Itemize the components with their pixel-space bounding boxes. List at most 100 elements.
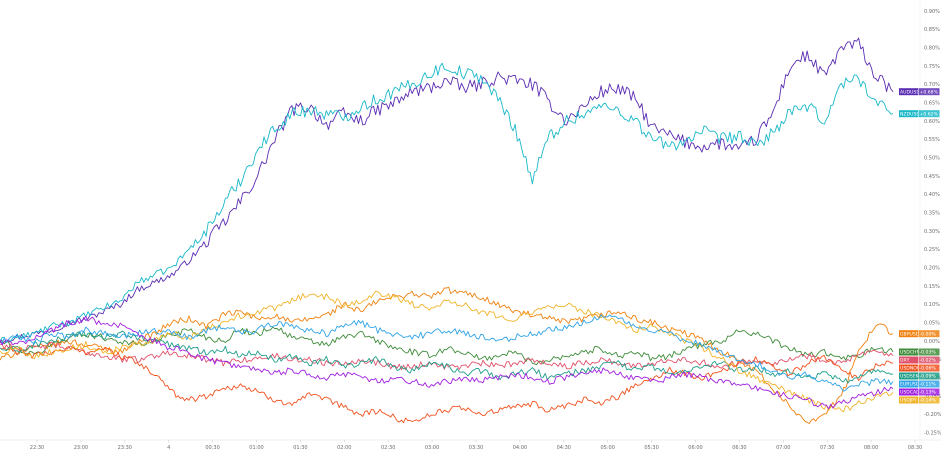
x-tick-label: 00:30 [205, 445, 219, 451]
badge-value: +0.62% [920, 111, 939, 117]
x-tick-label: 05:30 [644, 445, 658, 451]
badge-name-box [899, 372, 918, 380]
y-tick-label: 0.80% [924, 46, 940, 52]
badge-name-box [899, 348, 918, 356]
x-tick-label: 23:30 [118, 445, 132, 451]
x-tick-label: 04:00 [513, 445, 527, 451]
badge-gbpusd: GBPUSD -0.00% [899, 330, 940, 337]
x-tick-label: 06:30 [732, 445, 746, 451]
y-tick-label: 0.10% [924, 302, 940, 308]
badge-name-box [899, 330, 918, 338]
badge-usdjpy: USDJPY -0.14% [899, 396, 940, 404]
y-tick-label: 0.20% [924, 266, 940, 272]
series-line-eurusd [0, 314, 894, 392]
series-line-dxy [0, 341, 894, 371]
x-tick-label: 01:00 [249, 445, 263, 451]
y-tick-label: 0.55% [924, 137, 940, 143]
x-tick-label: 02:00 [337, 445, 351, 451]
badge-value: -0.06% [920, 366, 937, 372]
badge-name: DXY [900, 358, 910, 364]
badge-value-box [918, 380, 940, 388]
x-tick-label: 05:00 [600, 445, 614, 451]
series-badges: AUDUSD +0.68% NZDUSD +0.62% GBPUSD -0.00% USDC… [899, 88, 940, 404]
y-tick-label: 0.60% [924, 119, 940, 125]
badge-value: -0.13% [920, 390, 937, 396]
badge-value: -0.11% [920, 382, 937, 388]
y-axis-ticks: 0.90% 0.85% 0.80% 0.75% 0.70% 0.65% 0.60% 0.55%… [924, 9, 941, 437]
y-tick-label: 0.70% [924, 82, 940, 88]
badge-eurusd: EURUSD -0.11% [899, 380, 940, 388]
y-tick-label: 0.15% [924, 284, 940, 290]
series-line-gbpusd [0, 286, 894, 424]
badge-name: USDCHF [900, 350, 919, 356]
y-tick-label: 0.00% [924, 339, 940, 345]
y-tick-label: 0.85% [924, 27, 940, 33]
badge-audusd: AUDUSD +0.68% [899, 88, 940, 95]
x-axis-ticks: 22:30 23:00 23:30 4 00:30 01:00 01:30 02:00 02:3… [30, 440, 922, 451]
y-tick-label: 0.50% [924, 156, 940, 162]
badge-name: AUDUSD [900, 89, 920, 95]
badge-usdsek: USDSEK -0.09% [899, 372, 940, 380]
x-tick-label: 22:30 [30, 445, 44, 451]
badge-name-box [899, 356, 918, 364]
y-tick-label: 0.45% [924, 174, 940, 180]
badge-name-box [899, 88, 918, 96]
x-tick-label: 23:00 [74, 445, 88, 451]
badge-name: USDSEK [900, 374, 920, 380]
badge-value-box [918, 110, 940, 118]
y-tick-label: -0.20% [924, 412, 941, 418]
badge-usdcad: USDCAD -0.13% [899, 388, 940, 396]
series-line-audusd [0, 37, 894, 344]
badge-name: USDNOK [900, 366, 921, 372]
series-line-usdcad [0, 315, 894, 410]
badge-name-box [899, 110, 918, 118]
badge-name: USDCAD [900, 390, 920, 396]
y-tick-label: 0.75% [924, 64, 940, 70]
badge-value: -0.02% [920, 358, 937, 364]
x-tick-label: 08:00 [864, 445, 878, 451]
badge-name: USDJPY [900, 398, 917, 404]
series-line-usdnok [0, 346, 894, 424]
badge-name-box [899, 388, 918, 396]
y-tick-label: 0.40% [924, 192, 940, 198]
badge-value-box [918, 88, 940, 96]
y-tick-label: 0.35% [924, 211, 940, 217]
x-tick-label: 07:30 [820, 445, 834, 451]
x-tick-label: 06:00 [688, 445, 702, 451]
series-line-usdjpy [0, 290, 894, 413]
x-tick-label: 4 [167, 445, 170, 451]
badge-value-box [918, 356, 940, 364]
y-tick-label: 0.05% [924, 321, 940, 327]
x-tick-label: 04:30 [557, 445, 571, 451]
badge-usdnok: USDNOK -0.06% [899, 364, 940, 372]
badge-value: -0.03% [920, 350, 937, 356]
badge-name: NZDUSD [900, 111, 920, 117]
badge-value: -0.14% [920, 398, 937, 404]
x-tick-label: 07:00 [776, 445, 790, 451]
y-tick-label: -0.25% [924, 431, 941, 437]
badge-value-box [918, 396, 940, 404]
badge-value-box [918, 348, 940, 356]
x-tick-label: 03:00 [425, 445, 439, 451]
badge-value-box [918, 372, 940, 380]
badge-name-box [899, 396, 918, 404]
badge-name: GBPUSD [900, 331, 920, 337]
y-tick-label: 0.30% [924, 229, 940, 235]
series-line-nzdusd [0, 62, 894, 343]
series-layer [0, 37, 894, 424]
x-tick-label: 01:30 [293, 445, 307, 451]
y-tick-label: 0.90% [924, 9, 940, 15]
badge-name-box [899, 380, 918, 388]
x-tick-label: 08:30 [908, 445, 922, 451]
badge-name-box [899, 364, 918, 372]
badge-nzdusd: NZDUSD +0.62% [899, 110, 940, 117]
badge-usdchf: USDCHF -0.03% [899, 348, 940, 356]
badge-value: +0.68% [920, 89, 939, 95]
y-tick-label: 0.25% [924, 247, 940, 253]
x-tick-label: 03:30 [469, 445, 483, 451]
badge-name: EURUSD [900, 382, 920, 388]
badge-value-box [918, 330, 940, 338]
badge-value: -0.09% [920, 374, 937, 380]
badge-value-box [918, 388, 940, 396]
x-tick-label: 02:30 [381, 445, 395, 451]
